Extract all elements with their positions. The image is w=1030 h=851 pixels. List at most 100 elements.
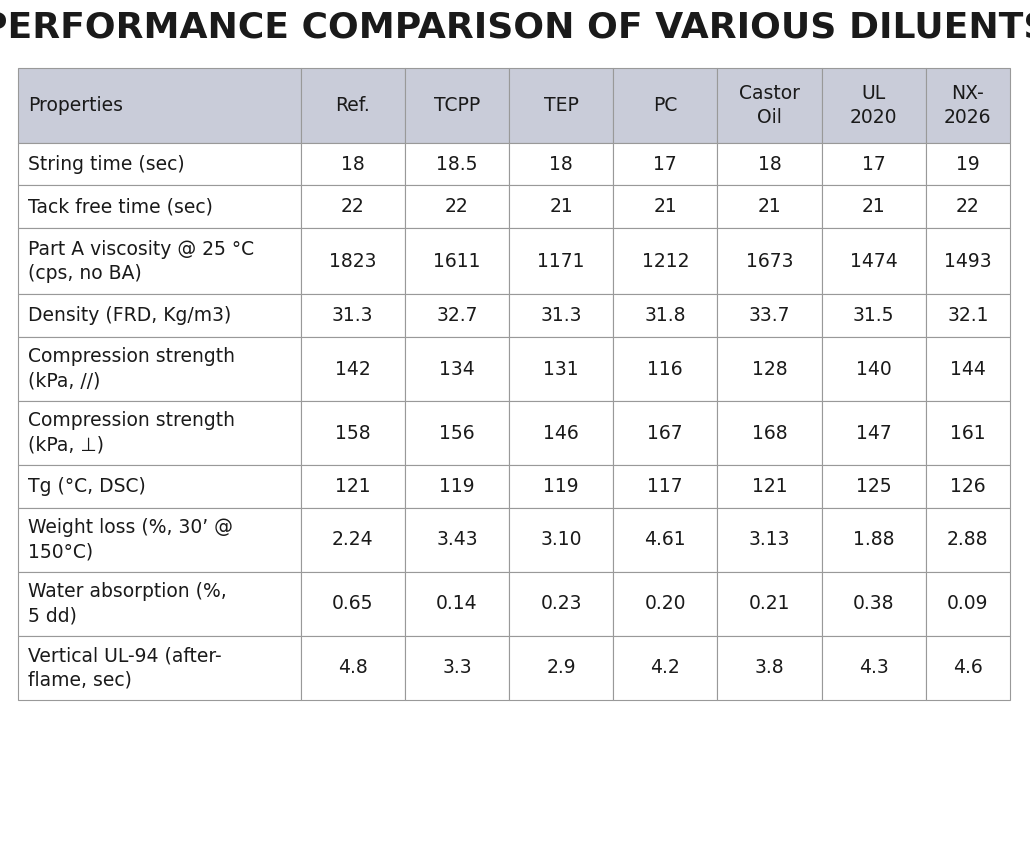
Bar [926,68,1010,143]
Text: 31.5: 31.5 [853,306,894,325]
Bar [613,186,717,228]
Text: 158: 158 [335,424,371,443]
Text: 4.8: 4.8 [338,659,368,677]
Text: 119: 119 [543,477,579,496]
Text: 3.43: 3.43 [436,530,478,550]
Bar [822,508,926,572]
Bar [717,143,822,186]
Bar [18,636,301,700]
Bar [301,68,405,143]
Bar [301,143,405,186]
Text: TCPP: TCPP [434,96,480,115]
Text: 125: 125 [856,477,891,496]
Text: 31.3: 31.3 [541,306,582,325]
Text: 0.65: 0.65 [332,594,374,614]
Text: 144: 144 [950,360,986,379]
Bar [405,465,509,508]
Text: 1212: 1212 [642,252,689,271]
Text: 119: 119 [439,477,475,496]
Bar [509,636,613,700]
Bar [926,465,1010,508]
Bar [405,294,509,337]
Bar [613,68,717,143]
Text: 18: 18 [757,155,782,174]
Text: 0.38: 0.38 [853,594,894,614]
Bar [18,294,301,337]
Text: TEP: TEP [544,96,579,115]
Text: 3.8: 3.8 [755,659,784,677]
Bar [613,228,717,294]
Bar [301,572,405,636]
Bar [613,401,717,465]
Text: 22: 22 [341,197,365,216]
Bar [613,508,717,572]
Text: 0.09: 0.09 [948,594,989,614]
Bar [405,143,509,186]
Text: String time (sec): String time (sec) [28,155,184,174]
Bar [18,401,301,465]
Bar [509,465,613,508]
Text: PC: PC [653,96,678,115]
Text: 168: 168 [752,424,787,443]
Bar [18,228,301,294]
Bar [613,636,717,700]
Text: 18.5: 18.5 [437,155,478,174]
Text: UL
2020: UL 2020 [850,83,897,127]
Bar [717,186,822,228]
Bar [301,337,405,401]
Bar [717,68,822,143]
Bar [717,228,822,294]
Text: 3.10: 3.10 [541,530,582,550]
Bar [301,228,405,294]
Text: 4.61: 4.61 [645,530,686,550]
Text: Weight loss (%, 30’ @
150°C): Weight loss (%, 30’ @ 150°C) [28,518,233,562]
Bar [822,337,926,401]
Text: 21: 21 [653,197,677,216]
Bar [822,572,926,636]
Text: 31.3: 31.3 [332,306,374,325]
Bar [717,294,822,337]
Bar [926,143,1010,186]
Text: Tack free time (sec): Tack free time (sec) [28,197,213,216]
Bar [18,337,301,401]
Text: 146: 146 [543,424,579,443]
Bar [509,294,613,337]
Text: 1611: 1611 [434,252,481,271]
Bar [613,337,717,401]
Text: 156: 156 [439,424,475,443]
Text: Part A viscosity @ 25 °C
(cps, no BA): Part A viscosity @ 25 °C (cps, no BA) [28,240,254,283]
Text: 32.7: 32.7 [437,306,478,325]
Text: 21: 21 [757,197,782,216]
Bar [509,508,613,572]
Bar [717,636,822,700]
Text: 140: 140 [856,360,892,379]
Text: 0.21: 0.21 [749,594,790,614]
Text: 134: 134 [439,360,475,379]
Text: 4.2: 4.2 [650,659,680,677]
Bar [509,572,613,636]
Bar [926,294,1010,337]
Bar [18,465,301,508]
Bar [926,401,1010,465]
Bar [822,465,926,508]
Text: Compression strength
(kPa, ⊥): Compression strength (kPa, ⊥) [28,412,235,454]
Text: 121: 121 [752,477,787,496]
Text: 1493: 1493 [945,252,992,271]
Bar [822,68,926,143]
Bar [301,508,405,572]
Bar [405,401,509,465]
Text: 147: 147 [856,424,892,443]
Bar [405,572,509,636]
Text: 1673: 1673 [746,252,793,271]
Bar [509,401,613,465]
Text: 161: 161 [950,424,986,443]
Text: Properties: Properties [28,96,123,115]
Text: 167: 167 [648,424,683,443]
Text: Density (FRD, Kg/m3): Density (FRD, Kg/m3) [28,306,232,325]
Text: 142: 142 [335,360,371,379]
Bar [405,636,509,700]
Bar [926,228,1010,294]
Text: 4.6: 4.6 [953,659,983,677]
Bar [717,572,822,636]
Bar [405,186,509,228]
